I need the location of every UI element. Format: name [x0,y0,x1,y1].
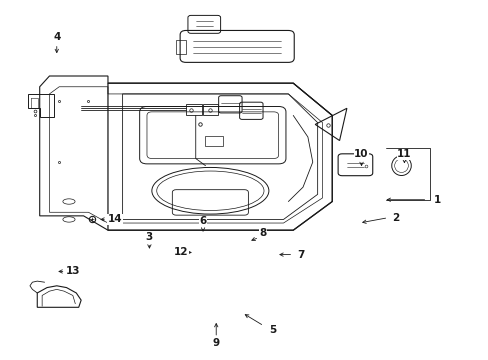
Text: 8: 8 [259,228,266,238]
Text: 12: 12 [174,247,188,257]
Text: 10: 10 [353,149,368,159]
Text: 5: 5 [268,325,276,335]
Text: 11: 11 [396,149,411,159]
Text: 6: 6 [199,216,206,226]
Text: 2: 2 [391,213,399,222]
Text: 1: 1 [432,195,440,205]
Bar [205,136,222,146]
Text: 14: 14 [108,215,122,224]
Text: 13: 13 [65,266,80,276]
Text: 3: 3 [145,232,153,242]
Text: 4: 4 [53,32,61,41]
Text: 7: 7 [296,249,304,260]
Text: 9: 9 [212,338,219,348]
